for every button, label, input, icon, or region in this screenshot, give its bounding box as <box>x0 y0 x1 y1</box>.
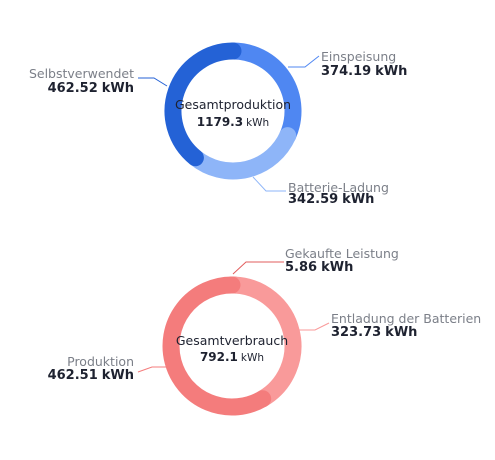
production-center-total: 1179.3 kWh <box>197 115 269 129</box>
selbstverwendet-label: Selbstverwendet <box>29 66 134 81</box>
consumption-center-unit: kWh <box>241 352 264 364</box>
donut-slice-einspeisung[interactable] <box>224 42 302 145</box>
consumption-center-title: Gesamtverbrauch <box>176 333 288 348</box>
gekaufte-leistung-leader-line <box>232 261 284 275</box>
batterie-ladung-leader-line <box>252 176 286 192</box>
consumption-center-value: 792.1 <box>200 350 238 364</box>
batterie-ladung-label: Batterie-Ladung <box>288 180 389 195</box>
consumption-center-total: 792.1 kWh <box>200 350 264 364</box>
production-center-title: Gesamtproduktion <box>175 97 291 112</box>
gekaufte-leistung-label: Gekaufte Leistung <box>285 246 399 261</box>
entladung-value: 323.73 kWh <box>331 325 417 340</box>
donut-slice-produktion[interactable] <box>162 276 272 416</box>
entladung-label: Entladung der Batterien <box>331 311 481 326</box>
batterie-ladung-value: 342.59 kWh <box>288 192 374 207</box>
donut-slice-batterie-ladung[interactable] <box>186 127 297 180</box>
produktion-leader-line <box>137 366 167 373</box>
einspeisung-value: 374.19 kWh <box>321 64 407 79</box>
einspeisung-leader-line <box>288 55 320 68</box>
produktion-label: Produktion <box>67 354 134 369</box>
production-donut-arcs <box>164 42 302 180</box>
consumption-donut-arcs <box>162 276 302 416</box>
gekaufte-leistung-value: 5.86 kWh <box>285 260 353 275</box>
donut-slice-selbstverwendet[interactable] <box>164 42 242 167</box>
production-center-unit: kWh <box>246 117 269 129</box>
selbstverwendet-value: 462.52 kWh <box>48 81 134 96</box>
production-center-value: 1179.3 <box>197 115 243 129</box>
einspeisung-label: Einspeisung <box>321 49 396 64</box>
production-donut: Gesamtproduktion 1179.3 kWh Einspeisung 3… <box>29 42 407 207</box>
donut-slice-entladung-der-batterien[interactable] <box>226 276 302 408</box>
selbstverwendet-leader-line <box>138 77 168 87</box>
entladung-leader-line <box>297 322 330 331</box>
consumption-donut: Gesamtverbrauch 792.1 kWh Gekaufte Leistu… <box>48 246 481 416</box>
produktion-value: 462.51 kWh <box>48 368 134 383</box>
